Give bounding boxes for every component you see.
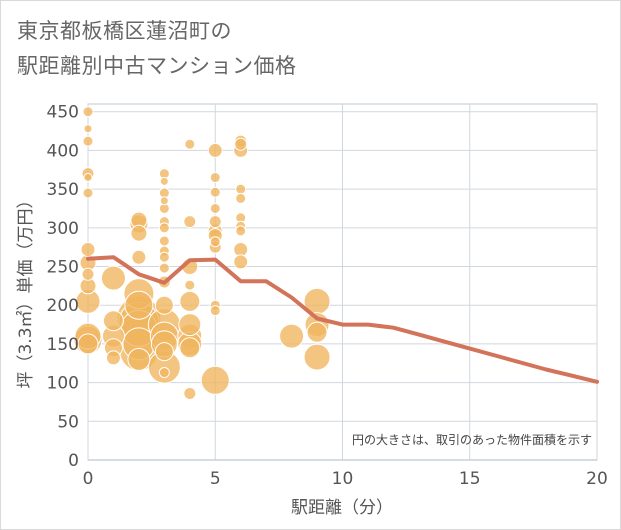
bubble-point — [154, 295, 174, 315]
y-tick-label: 150 — [47, 335, 79, 355]
bubble-point — [77, 333, 99, 355]
bubble-point — [233, 254, 249, 270]
bubble-point — [83, 173, 93, 183]
trend-line — [86, 255, 599, 384]
y-axis-label: 坪（3.3㎡）単価（万円） — [16, 191, 36, 388]
x-tick-label: 20 — [586, 469, 608, 489]
bubble-point — [100, 265, 126, 291]
y-tick-label: 450 — [47, 103, 79, 123]
bubble-point — [124, 290, 154, 320]
trend-line-group — [86, 255, 599, 384]
bubble-point — [209, 236, 221, 248]
bubble-point — [207, 142, 223, 158]
bubble-point — [184, 279, 196, 291]
bubble-point — [183, 386, 197, 400]
bubble-point — [130, 224, 148, 242]
chart-title: 東京都板橋区蓮沼町の 駅距離別中古マンション価格 — [17, 14, 297, 84]
bubble-point — [105, 350, 121, 366]
bubble-point — [306, 321, 328, 343]
bubble-point — [154, 342, 174, 362]
bubble-point — [184, 138, 196, 150]
x-tick-label: 5 — [210, 469, 221, 489]
y-tick-label: 0 — [68, 451, 79, 471]
bubble-point — [209, 186, 221, 198]
bubble-point — [279, 323, 305, 349]
y-tick-label: 50 — [57, 412, 79, 432]
bubble-point — [159, 176, 169, 186]
bubble-point — [209, 172, 221, 184]
x-axis-label: 駅距離（分） — [291, 498, 393, 518]
y-tick-label: 100 — [47, 374, 79, 394]
axes: 0 50 100 150 200 250 300 350 400 450 0 5 10 15 20 — [47, 103, 608, 489]
y-tick-label: 400 — [47, 141, 79, 161]
bubble-point — [209, 305, 221, 317]
bubble-point — [82, 187, 94, 199]
y-tick-label: 300 — [47, 219, 79, 239]
bubble-point — [158, 262, 170, 274]
y-tick-label: 200 — [47, 296, 79, 316]
y-tick-label: 350 — [47, 180, 79, 200]
x-tick-label: 15 — [459, 469, 481, 489]
size-annotation: 円の大きさは、取引のあった物件面積を示す — [352, 432, 592, 447]
y-tick-label: 250 — [47, 258, 79, 278]
bubble-point — [127, 347, 151, 371]
x-tick-label: 0 — [83, 469, 94, 489]
title-line-1: 東京都板橋区蓮沼町の — [17, 19, 232, 43]
bubble-point — [158, 235, 170, 247]
bubble-point — [102, 310, 124, 332]
bubble-point — [200, 365, 230, 395]
bubble-point — [178, 313, 202, 337]
bubble-point — [235, 183, 247, 195]
bubbles — [73, 106, 331, 400]
bubble-point — [158, 222, 170, 234]
x-tick-label: 10 — [332, 469, 354, 489]
bubble-point — [83, 124, 93, 134]
title-line-2: 駅距離別中古マンション価格 — [17, 54, 297, 78]
bubble-point — [179, 337, 201, 359]
bubble-point — [183, 215, 197, 229]
bubble-point — [303, 343, 331, 371]
bubble-point — [131, 249, 147, 265]
bubble-point — [159, 196, 169, 206]
bubble-point — [208, 215, 222, 229]
bubble-point — [81, 267, 95, 281]
bubble-point — [179, 290, 201, 312]
bubble-point — [82, 106, 94, 118]
bubble-point — [158, 251, 170, 263]
bubble-point — [158, 367, 170, 379]
bubble-point — [235, 225, 247, 237]
bubble-point — [82, 135, 94, 147]
bubble-point — [235, 192, 247, 204]
bubble-point — [234, 137, 248, 151]
bubble-point — [80, 241, 96, 257]
bubble-point — [209, 202, 221, 214]
